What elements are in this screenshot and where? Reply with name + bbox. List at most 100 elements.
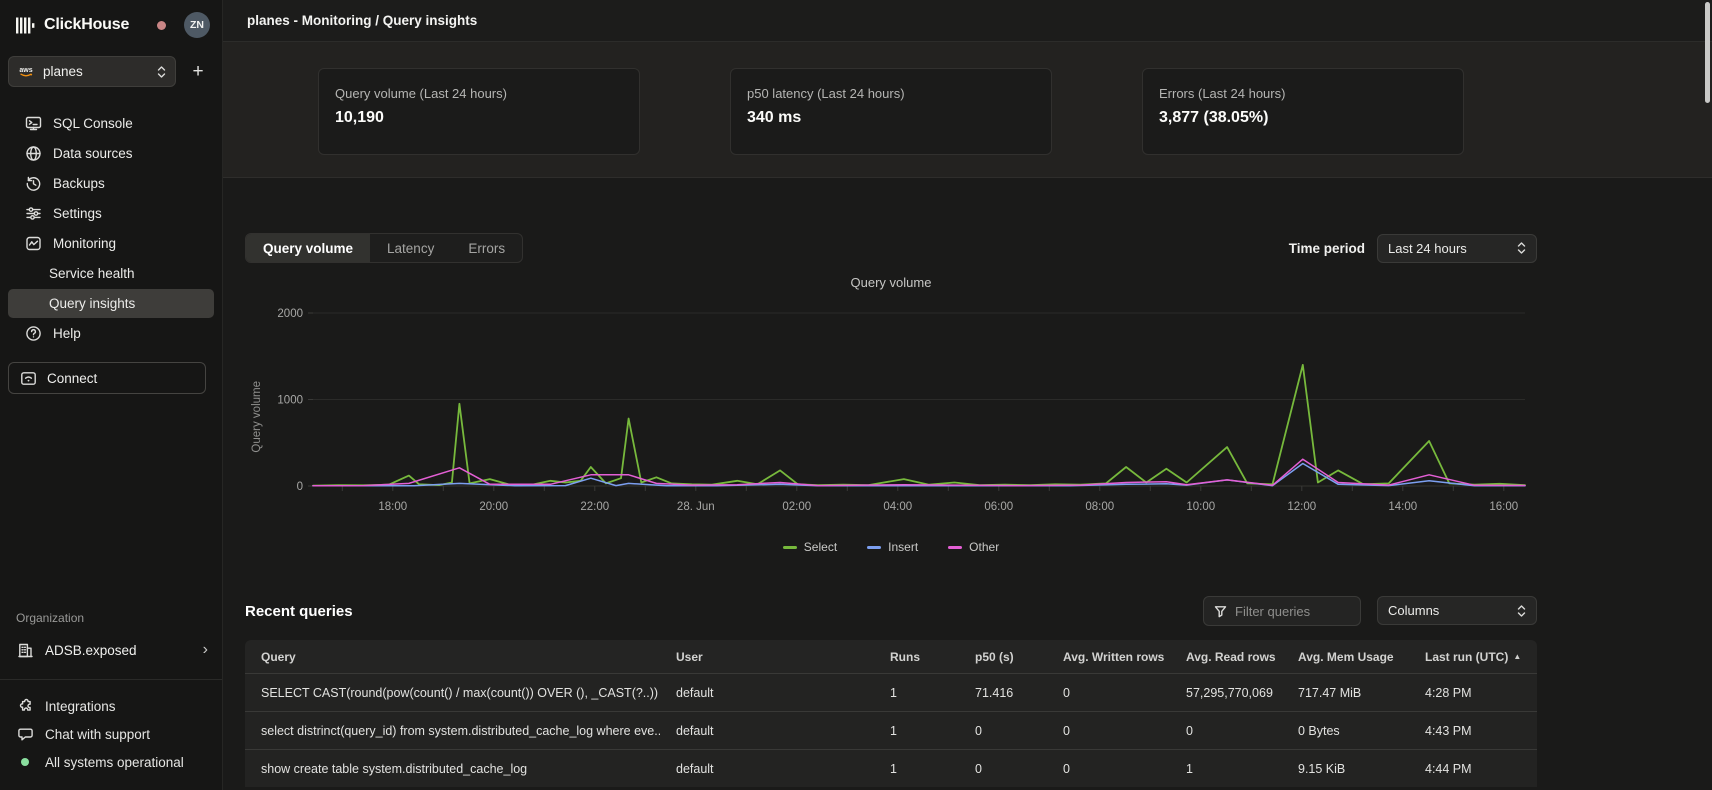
chevron-up-down-icon	[1517, 241, 1526, 255]
app-window: ClickHouse ZN aws planes +	[0, 0, 1712, 790]
operational-status-dot	[21, 758, 29, 766]
table-cell: 0	[1047, 674, 1170, 711]
sidebar-item-integrations[interactable]: Integrations	[0, 692, 214, 720]
content: Query volume Latency Errors Time period …	[223, 178, 1712, 790]
recent-queries-table-body: SELECT CAST(round(pow(count() / max(coun…	[245, 673, 1537, 787]
table-row[interactable]: SELECT CAST(round(pow(count() / max(coun…	[245, 673, 1537, 711]
chart-plot: 01000200018:0020:0022:0028. Jun02:0004:0…	[269, 299, 1537, 534]
sidebar-item-label: Integrations	[45, 699, 116, 714]
sidebar-item-settings[interactable]: Settings	[8, 199, 214, 228]
organization-icon	[16, 642, 34, 659]
table-cell: 1	[1170, 750, 1282, 787]
sidebar-item-label: Help	[53, 326, 81, 341]
legend-swatch	[867, 546, 881, 549]
tab-errors[interactable]: Errors	[451, 234, 522, 262]
table-cell: show create table system.distributed_cac…	[245, 750, 660, 787]
system-status-label: All systems operational	[45, 755, 184, 770]
connect-button[interactable]: Connect	[8, 362, 206, 394]
chat-bubble-icon	[16, 726, 34, 743]
table-column-header[interactable]: Last run (UTC)▲	[1409, 640, 1537, 673]
legend-swatch	[783, 546, 797, 549]
sidebar-item-help[interactable]: Help	[8, 319, 214, 348]
stat-card-p50-latency: p50 latency (Last 24 hours) 340 ms	[730, 68, 1052, 155]
table-cell: 0 Bytes	[1282, 712, 1409, 749]
legend-item-insert[interactable]: Insert	[867, 540, 918, 554]
scrollbar-thumb[interactable]	[1705, 2, 1710, 103]
time-period-select[interactable]: Last 24 hours	[1377, 234, 1537, 263]
sidebar-item-query-insights[interactable]: Query insights	[8, 289, 214, 318]
system-status[interactable]: All systems operational	[0, 748, 214, 776]
table-column-header[interactable]: User	[660, 640, 874, 673]
table-cell: 0	[1047, 750, 1170, 787]
svg-text:0: 0	[297, 481, 303, 493]
legend-label: Other	[969, 540, 999, 554]
svg-text:02:00: 02:00	[782, 501, 811, 513]
sidebar-item-sql-console[interactable]: SQL Console	[8, 109, 214, 138]
connect-button-label: Connect	[47, 371, 97, 386]
legend-swatch	[948, 546, 962, 549]
breadcrumb: planes - Monitoring / Query insights	[247, 13, 477, 28]
table-column-header[interactable]: Avg. Read rows	[1170, 640, 1282, 673]
table-column-header[interactable]: p50 (s)	[959, 640, 1047, 673]
add-service-button[interactable]: +	[186, 60, 210, 84]
table-row[interactable]: select distrinct(query_id) from system.d…	[245, 711, 1537, 749]
legend-item-other[interactable]: Other	[948, 540, 999, 554]
sidebar-item-label: Data sources	[53, 146, 133, 161]
table-cell: default	[660, 712, 874, 749]
table-cell: 1	[874, 750, 959, 787]
sidebar-item-chat-support[interactable]: Chat with support	[0, 720, 214, 748]
table-row[interactable]: show create table system.distributed_cac…	[245, 749, 1537, 787]
table-cell: default	[660, 750, 874, 787]
recent-queries-table: QueryUserRunsp50 (s)Avg. Written rowsAvg…	[245, 640, 1537, 787]
sidebar-item-monitoring[interactable]: Monitoring	[8, 229, 214, 258]
legend-label: Select	[804, 540, 837, 554]
svg-text:20:00: 20:00	[479, 501, 508, 513]
chart-legend: Select Insert Other	[245, 538, 1537, 556]
table-cell: 9.15 KiB	[1282, 750, 1409, 787]
table-cell: 1	[874, 674, 959, 711]
stat-label: Errors (Last 24 hours)	[1159, 86, 1447, 101]
svg-text:06:00: 06:00	[984, 501, 1013, 513]
sidebar-item-label: SQL Console	[53, 116, 133, 131]
table-cell: 4:44 PM	[1409, 750, 1537, 787]
table-column-header[interactable]: Avg. Written rows	[1047, 640, 1170, 673]
columns-select[interactable]: Columns	[1377, 596, 1537, 625]
avatar[interactable]: ZN	[184, 12, 210, 38]
table-cell: 0	[1170, 712, 1282, 749]
top-bar: planes - Monitoring / Query insights	[223, 0, 1712, 42]
legend-item-select[interactable]: Select	[783, 540, 837, 554]
svg-text:18:00: 18:00	[378, 501, 407, 513]
filter-queries-box	[1203, 596, 1361, 626]
sidebar: ClickHouse ZN aws planes +	[0, 0, 223, 790]
legend-label: Insert	[888, 540, 918, 554]
aws-icon: aws	[18, 64, 34, 79]
table-column-header[interactable]: Runs	[874, 640, 959, 673]
svg-text:12:00: 12:00	[1287, 501, 1316, 513]
table-cell: 4:43 PM	[1409, 712, 1537, 749]
status-dot	[157, 21, 166, 30]
filter-funnel-icon	[1214, 605, 1227, 618]
main-area: planes - Monitoring / Query insights Que…	[223, 0, 1712, 790]
tab-latency[interactable]: Latency	[370, 234, 451, 262]
sidebar-item-backups[interactable]: Backups	[8, 169, 214, 198]
organization-section-label: Organization	[0, 611, 222, 635]
table-column-header[interactable]: Query	[245, 640, 660, 673]
svg-text:aws: aws	[19, 67, 32, 74]
stat-card-query-volume: Query volume (Last 24 hours) 10,190	[318, 68, 640, 155]
organization-item[interactable]: ADSB.exposed ›	[0, 635, 222, 665]
chart-tabs: Query volume Latency Errors	[245, 233, 523, 263]
table-column-header[interactable]: Avg. Mem Usage	[1282, 640, 1409, 673]
tab-query-volume[interactable]: Query volume	[246, 234, 370, 262]
filter-queries-input[interactable]	[1235, 604, 1345, 619]
clickhouse-logo[interactable]: ClickHouse	[16, 16, 129, 34]
sidebar-item-label: Service health	[49, 266, 135, 281]
table-cell: select distrinct(query_id) from system.d…	[245, 712, 660, 749]
sidebar-item-data-sources[interactable]: Data sources	[8, 139, 214, 168]
sidebar-item-label: Chat with support	[45, 727, 150, 742]
sidebar-item-service-health[interactable]: Service health	[8, 259, 214, 288]
backups-icon	[24, 175, 42, 192]
chart-title: Query volume	[245, 273, 1537, 293]
service-selector[interactable]: aws planes	[8, 56, 176, 87]
svg-text:16:00: 16:00	[1489, 501, 1518, 513]
table-cell: 0	[1047, 712, 1170, 749]
